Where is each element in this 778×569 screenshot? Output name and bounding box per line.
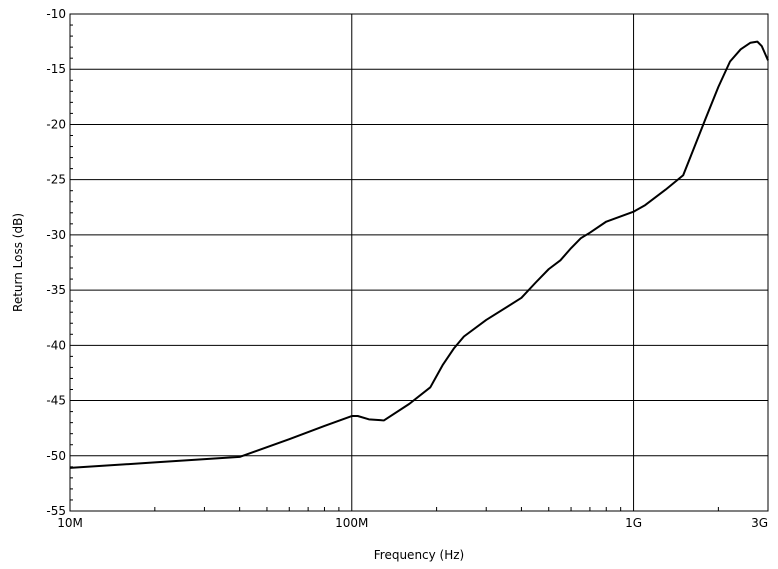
y-tick-label: -30 [46,228,66,242]
y-tick-label: -50 [46,449,66,463]
y-tick-label: -45 [46,394,66,408]
y-tick-label: -55 [46,504,66,518]
y-axis-label: Return Loss (dB) [11,213,25,312]
x-tick-label: 1G [625,516,642,530]
y-tick-label: -10 [46,7,66,21]
x-tick-label: 3G [751,516,768,530]
y-tick-label: -25 [46,173,66,187]
x-tick-label: 100M [335,516,368,530]
return-loss-line [69,40,769,469]
series-layer [69,40,769,469]
x-tick-label: 10M [57,516,83,530]
y-tick-label: -35 [46,283,66,297]
x-tick-labels: 10M 100M 1G 3G [57,516,768,530]
y-tick-label: -20 [46,117,66,131]
grid [69,13,769,512]
y-tick-label: -40 [46,338,66,352]
y-tick-label: -15 [46,62,66,76]
x-axis-label: Frequency (Hz) [374,548,465,562]
plot-area [69,13,769,512]
y-tick-labels: -10 -15 -20 -25 -30 -35 -40 -45 -50 -55 [46,7,66,518]
